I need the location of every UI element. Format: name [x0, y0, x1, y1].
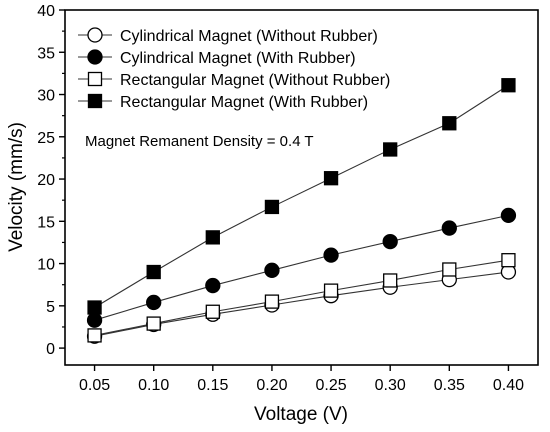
data-point — [86, 312, 103, 328]
x-tick-label: 0.20 — [256, 377, 287, 394]
data-point — [500, 207, 517, 224]
series-line — [94, 214, 509, 321]
series-3 — [87, 253, 516, 343]
legend-marker — [87, 27, 103, 43]
y-tick-label: 25 — [37, 130, 55, 147]
data-point — [264, 262, 280, 278]
data-point — [87, 300, 102, 315]
data-point — [323, 247, 339, 263]
x-tick-label: 0.30 — [375, 377, 406, 394]
data-point — [383, 273, 398, 288]
legend-label: Rectangular Magnet (With Rubber) — [120, 94, 368, 111]
data-point — [501, 78, 516, 93]
x-tick-label: 0.05 — [79, 377, 110, 394]
legend-label: Cylindrical Magnet (With Rubber) — [120, 50, 356, 67]
x-tick-label: 0.10 — [138, 377, 169, 394]
data-point — [205, 304, 220, 319]
y-tick-label: 10 — [37, 257, 55, 274]
legend-label: Cylindrical Magnet (Without Rubber) — [120, 28, 378, 45]
data-point — [205, 230, 220, 245]
data-point — [146, 316, 161, 331]
data-point — [442, 262, 457, 277]
legend-item: Cylindrical Magnet (Without Rubber) — [78, 27, 378, 45]
x-tick-label: 0.40 — [493, 377, 524, 394]
data-point — [146, 264, 161, 280]
axis-ticks: 0.05 0.10 0.15 0.20 0.25 0.30 0.35 0.40 0 5 10 15 20… — [37, 3, 524, 394]
x-tick-label: 0.35 — [434, 377, 465, 394]
series-group — [86, 78, 517, 344]
x-axis-title: Voltage (V) — [254, 404, 348, 425]
legend-item: Cylindrical Magnet (With Rubber) — [78, 49, 356, 67]
data-point — [501, 253, 516, 268]
data-point — [146, 294, 162, 311]
y-tick-label: 20 — [37, 172, 55, 189]
data-point — [383, 142, 398, 157]
y-axis-title: Velocity (mm/s) — [6, 122, 27, 252]
legend-marker — [87, 49, 103, 65]
legend-label: Rectangular Magnet (Without Rubber) — [120, 72, 390, 89]
legend-item: Rectangular Magnet (Without Rubber) — [78, 71, 390, 89]
series-line — [94, 259, 509, 336]
data-point — [441, 220, 457, 236]
data-point — [323, 171, 339, 186]
y-tick-label: 15 — [37, 214, 55, 231]
series-2 — [86, 207, 517, 328]
y-tick-label: 0 — [46, 341, 55, 358]
series-line — [94, 271, 509, 337]
x-tick-label: 0.25 — [315, 377, 346, 394]
y-tick-label: 35 — [37, 45, 55, 62]
series-4 — [87, 78, 516, 315]
y-tick-label: 30 — [37, 88, 55, 105]
data-point — [264, 294, 280, 309]
series-line — [94, 84, 509, 308]
legend-item: Rectangular Magnet (With Rubber) — [78, 93, 368, 111]
data-point — [442, 116, 457, 131]
x-tick-label: 0.15 — [197, 377, 228, 394]
data-point — [323, 283, 339, 298]
data-point — [205, 277, 221, 294]
data-point — [382, 233, 398, 250]
y-tick-label: 5 — [46, 299, 55, 316]
legend: Cylindrical Magnet (Without Rubber) Cylin… — [78, 27, 390, 111]
legend-marker — [87, 93, 103, 109]
y-tick-label: 40 — [37, 3, 55, 20]
annotation-text: Magnet Remanent Density = 0.4 T — [85, 133, 314, 150]
legend-marker — [87, 71, 103, 87]
plot-frame — [64, 9, 539, 366]
data-point — [264, 199, 280, 215]
data-point — [87, 328, 102, 343]
